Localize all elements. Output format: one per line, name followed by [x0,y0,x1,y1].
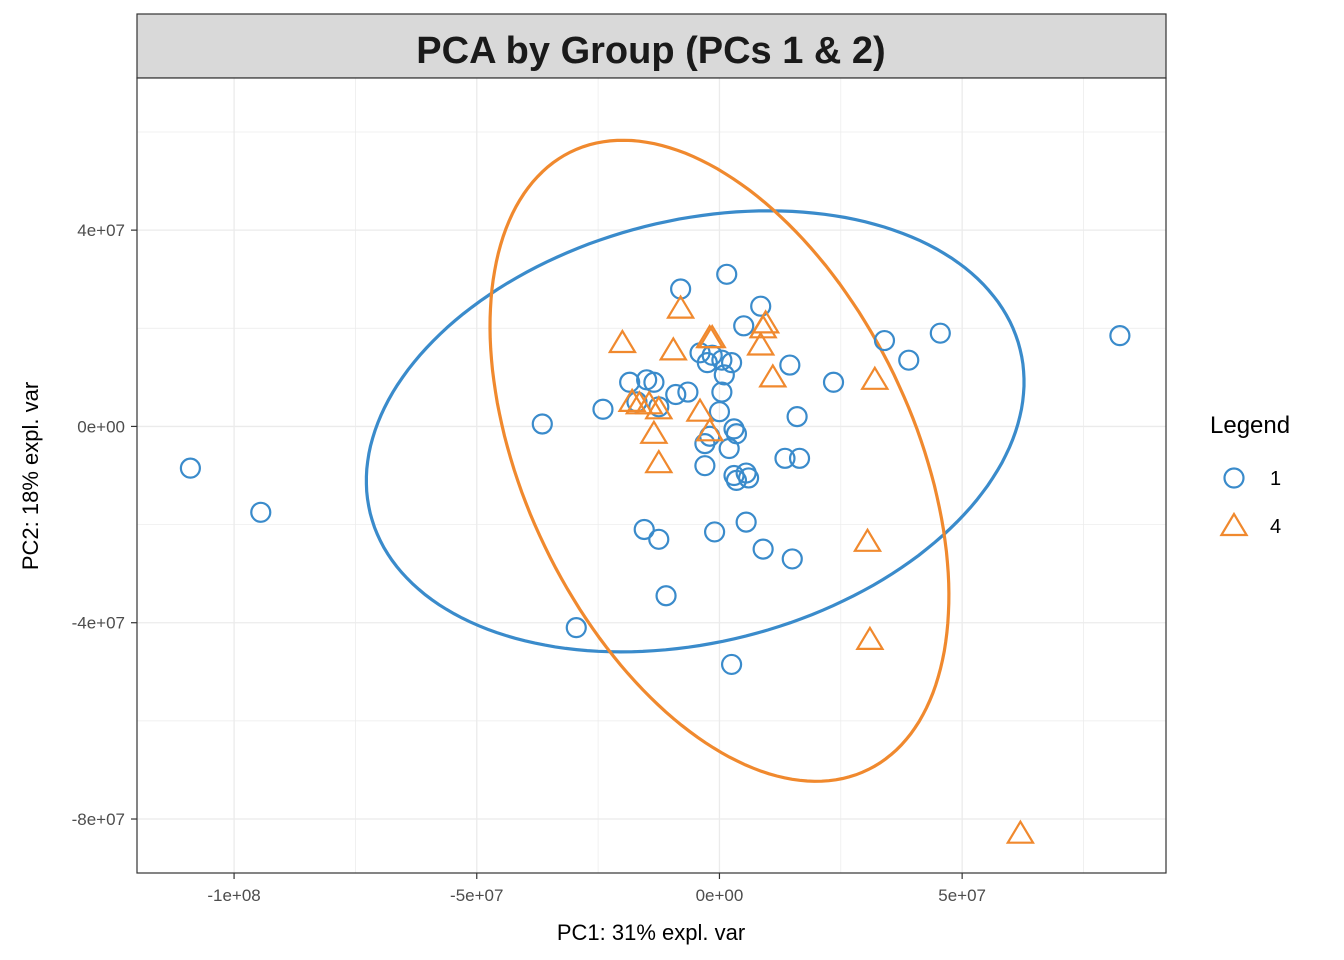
point-group-1 [619,371,641,393]
chart-title: PCA by Group (PCs 1 & 2) [416,30,885,72]
grid-lines [137,78,1166,873]
point-group-1 [711,349,733,371]
point-group-4 [1005,819,1035,844]
point-group-4 [658,336,688,361]
x-tick-label: -1e+08 [207,886,260,905]
point-group-1 [677,381,699,403]
legend-key-circle [1223,467,1245,489]
point-group-1 [250,501,272,523]
point-group-1 [737,467,760,489]
point-group-1 [713,364,735,386]
y-tick-label: 4e+07 [77,221,125,240]
point-group-1 [873,329,896,352]
point-group-1 [720,352,743,374]
point-group-1 [735,511,757,533]
y-tick-label: 0e+00 [77,417,125,436]
point-group-1 [723,418,745,440]
point-group-1 [694,455,716,477]
point-group-1 [788,447,811,469]
y-axis-title: PC2: 18% expl. var [18,382,43,570]
point-group-1 [720,653,743,676]
y-axis-ticks: -8e+07 -4e+07 0e+00 4e+07 [72,221,137,829]
point-group-1 [708,401,731,423]
point-group-1 [655,585,677,607]
point-group-4 [852,527,883,552]
legend: Legend 14 [1210,412,1290,538]
legend-key-triangle [1219,511,1249,537]
point-group-4 [860,365,890,390]
point-group-1 [643,371,665,393]
plot-border [136,77,1167,874]
ellipse-group-1 [364,209,1026,654]
point-group-4 [644,395,674,420]
title-strip [136,13,1167,79]
point-group-1 [779,354,801,376]
x-tick-label: 0e+00 [696,886,744,905]
point-group-4 [697,323,727,349]
point-group-1 [701,344,723,366]
confidence-ellipses [364,138,1026,783]
point-group-1 [648,528,670,550]
point-group-1 [750,295,772,317]
plot-panel [137,78,1166,873]
legend-label: 1 [1270,468,1281,490]
point-group-4 [617,387,647,412]
point-group-1 [703,521,726,543]
point-group-4 [695,417,725,442]
point-group-4 [607,328,637,354]
point-group-1 [752,538,774,560]
data-points [179,263,1131,844]
point-group-1 [531,413,553,435]
point-group-4 [685,397,715,422]
point-group-1 [786,406,808,428]
y-tick-label: -4e+07 [72,614,125,633]
legend-title: Legend [1210,412,1290,439]
point-group-1 [179,457,201,479]
x-axis-title: PC1: 31% expl. var [557,920,745,945]
point-group-4 [746,331,776,356]
point-group-4 [644,449,674,474]
point-group-1 [733,315,755,337]
point-group-1 [822,371,845,393]
point-group-1 [565,617,587,639]
point-group-1 [1109,325,1131,347]
point-group-4 [758,363,788,388]
point-group-4 [855,625,885,651]
y-tick-label: -8e+07 [72,810,125,829]
point-group-1 [716,263,738,285]
point-group-4 [751,309,781,334]
x-tick-label: -5e+07 [450,886,503,905]
point-group-1 [725,469,748,492]
point-group-1 [781,548,803,570]
point-group-4 [639,419,669,444]
x-axis-ticks: -1e+08 -5e+07 0e+00 5e+07 [207,873,986,905]
legend-label: 4 [1270,516,1281,538]
point-group-1 [898,349,920,371]
point-group-1 [633,518,655,541]
point-group-1 [929,322,951,344]
point-group-1 [774,447,796,469]
ellipse-group-4 [488,138,951,783]
point-group-1 [665,383,687,406]
point-group-4 [666,294,696,319]
point-group-1 [592,398,614,420]
x-tick-label: 5e+07 [938,886,986,905]
legend-items: 14 [1219,467,1281,538]
